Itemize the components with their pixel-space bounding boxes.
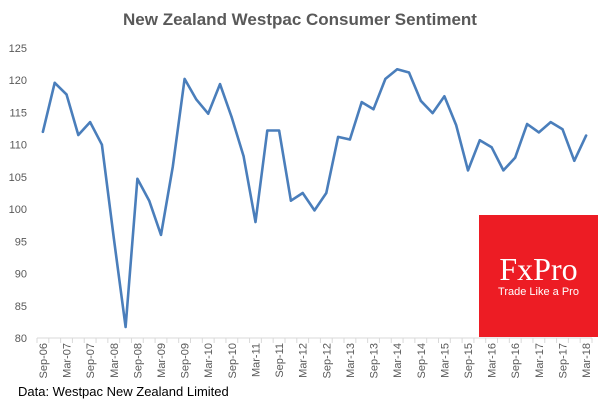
data-point xyxy=(159,233,163,236)
x-tick-label: Mar-13 xyxy=(345,343,357,378)
logo-wordmark: FxPro xyxy=(499,251,578,287)
y-tick-label: 110 xyxy=(9,140,27,152)
data-point xyxy=(502,169,505,172)
y-tick-label: 85 xyxy=(15,301,27,313)
data-point xyxy=(455,124,458,127)
x-tick-label: Sep-10 xyxy=(227,343,239,378)
x-tick-label: Mar-07 xyxy=(62,343,74,378)
data-point xyxy=(266,129,269,132)
data-point xyxy=(136,177,139,180)
data-point xyxy=(348,138,352,141)
x-tick-label: Mar-10 xyxy=(203,343,215,378)
data-point xyxy=(325,191,328,195)
x-tick-label: Mar-08 xyxy=(109,343,121,378)
data-point xyxy=(207,112,210,115)
data-point xyxy=(372,108,375,111)
data-point xyxy=(396,68,399,71)
x-tick-label: Mar-16 xyxy=(487,343,499,378)
data-point xyxy=(514,156,517,159)
data-point xyxy=(77,133,80,137)
x-tick-label: Mar-11 xyxy=(250,343,262,377)
x-tick-label: Mar-09 xyxy=(156,343,168,378)
x-tick-label: Mar-12 xyxy=(298,343,310,378)
data-point xyxy=(443,95,446,98)
y-tick-label: 125 xyxy=(9,43,27,55)
data-point xyxy=(407,71,411,74)
y-tick-label: 120 xyxy=(9,75,27,87)
data-point xyxy=(360,101,363,104)
data-point xyxy=(573,159,576,162)
x-tick-label: Sep-07 xyxy=(85,343,97,378)
x-axis: Sep-06 Mar-07 Sep-07 Mar-08 Sep-08 Mar-09 Sep-… xyxy=(36,337,593,378)
x-tick-label: Mar-18 xyxy=(581,343,593,378)
x-tick-label: Sep-06 xyxy=(38,343,50,378)
x-tick-label: Mar-17 xyxy=(534,343,546,378)
data-point xyxy=(254,220,257,224)
x-tick-label: Sep-12 xyxy=(321,343,333,378)
data-point xyxy=(301,191,304,195)
data-point xyxy=(41,130,45,133)
x-tick-label: Sep-09 xyxy=(180,343,192,378)
data-point xyxy=(466,169,470,172)
data-point xyxy=(419,99,422,102)
x-tick-label: Sep-14 xyxy=(416,343,428,378)
data-point xyxy=(53,81,56,84)
x-tick-label: Sep-11 xyxy=(274,343,286,378)
data-point xyxy=(218,82,222,86)
data-source-note: Data: Westpac New Zealand Limited xyxy=(18,384,229,399)
data-point xyxy=(148,199,151,202)
y-tick-label: 80 xyxy=(15,333,27,345)
data-point xyxy=(100,143,104,146)
data-point xyxy=(313,209,316,212)
data-point xyxy=(384,77,387,81)
data-point xyxy=(89,121,92,124)
data-point xyxy=(490,146,493,149)
y-tick-label: 115 xyxy=(9,107,27,119)
y-tick-label: 105 xyxy=(9,172,27,184)
series-layer xyxy=(41,68,588,329)
data-point xyxy=(289,199,292,202)
logo-tagline: Trade Like a Pro xyxy=(498,286,579,298)
data-point xyxy=(195,98,198,101)
data-point xyxy=(183,77,186,81)
data-point xyxy=(537,131,540,134)
data-point xyxy=(112,237,115,240)
data-point xyxy=(171,165,174,168)
x-tick-label: Sep-17 xyxy=(557,343,569,378)
data-point xyxy=(242,155,245,158)
data-point xyxy=(431,111,434,115)
fxpro-logo: FxPro Trade Like a Pro xyxy=(479,215,598,337)
x-tick-label: Mar-15 xyxy=(439,343,451,378)
y-axis: 80 85 90 95 100 105 110 115 120 125 xyxy=(9,43,27,345)
chart-title: New Zealand Westpac Consumer Sentiment xyxy=(123,10,477,29)
y-tick-label: 100 xyxy=(9,204,27,216)
y-tick-label: 90 xyxy=(15,269,27,281)
data-point xyxy=(549,121,552,124)
x-tick-label: Sep-15 xyxy=(463,343,475,378)
data-point xyxy=(561,128,564,131)
data-point xyxy=(124,325,127,329)
data-point xyxy=(277,129,281,132)
data-point xyxy=(584,134,588,137)
data-point xyxy=(525,122,529,126)
x-tick-label: Sep-08 xyxy=(132,343,144,378)
x-tick-label: Sep-16 xyxy=(510,343,522,378)
x-tick-label: Sep-13 xyxy=(369,343,381,378)
x-tick-label: Mar-14 xyxy=(392,343,404,378)
data-point xyxy=(230,116,233,119)
data-point xyxy=(65,93,68,96)
data-point xyxy=(337,135,340,139)
data-point xyxy=(478,139,481,142)
y-tick-label: 95 xyxy=(15,236,27,248)
